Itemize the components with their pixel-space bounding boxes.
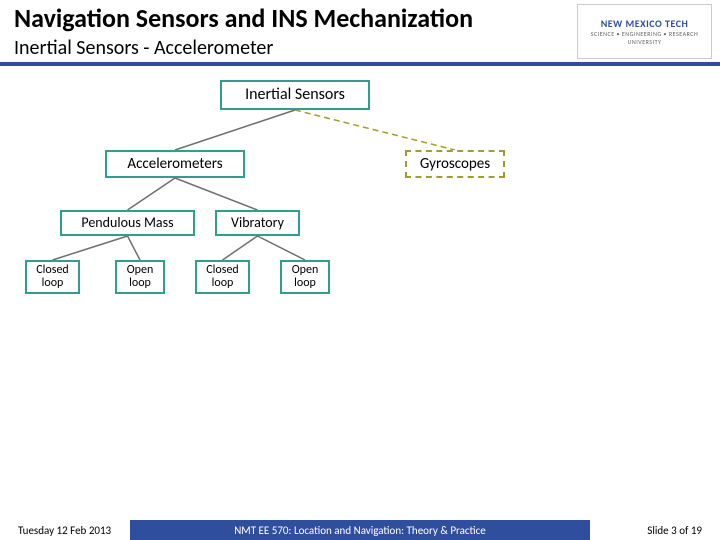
tree-node-label: Accelerometers [127,156,222,173]
page-subtitle: Inertial Sensors - Accelerometer [14,36,273,60]
tree-node-label: Vibratory [231,215,284,230]
tree-node-gyro: Gyroscopes [405,150,505,178]
logo-line1: NEW MEXICO TECH [601,17,689,30]
tree-node-vibr: Vibratory [215,210,300,236]
tree-node-label: Open loop [127,264,154,290]
footer-course: NMT EE 570: Location and Navigation: The… [0,524,720,537]
logo-line2: SCIENCE • ENGINEERING • RESEARCH UNIVERS… [578,30,711,46]
tree-node-label: Pendulous Mass [81,215,173,230]
header-rule [0,62,720,66]
university-logo: NEW MEXICO TECH SCIENCE • ENGINEERING • … [577,4,712,59]
page-title: Navigation Sensors and INS Mechanization [14,2,473,34]
tree-node-label: Open loop [292,264,319,290]
tree-node-accel: Accelerometers [105,150,245,178]
footer-slide-num: Slide 3 of 19 [647,524,702,537]
slide: Navigation Sensors and INS Mechanization… [0,0,720,540]
tree-node-pend: Pendulous Mass [60,210,195,236]
tree-node-ol2: Open loop [280,260,330,294]
tree-node-cl1: Closed loop [25,260,80,294]
tree-node-ol1: Open loop [115,260,165,294]
slide-header: Navigation Sensors and INS Mechanization… [0,0,720,65]
tree-node-root: Inertial Sensors [220,80,370,110]
tree-node-label: Gyroscopes [420,156,490,173]
tree-node-label: Closed loop [206,264,238,290]
tree-node-cl2: Closed loop [195,260,250,294]
tree-node-label: Inertial Sensors [245,86,345,104]
tree-node-label: Closed loop [36,264,68,290]
